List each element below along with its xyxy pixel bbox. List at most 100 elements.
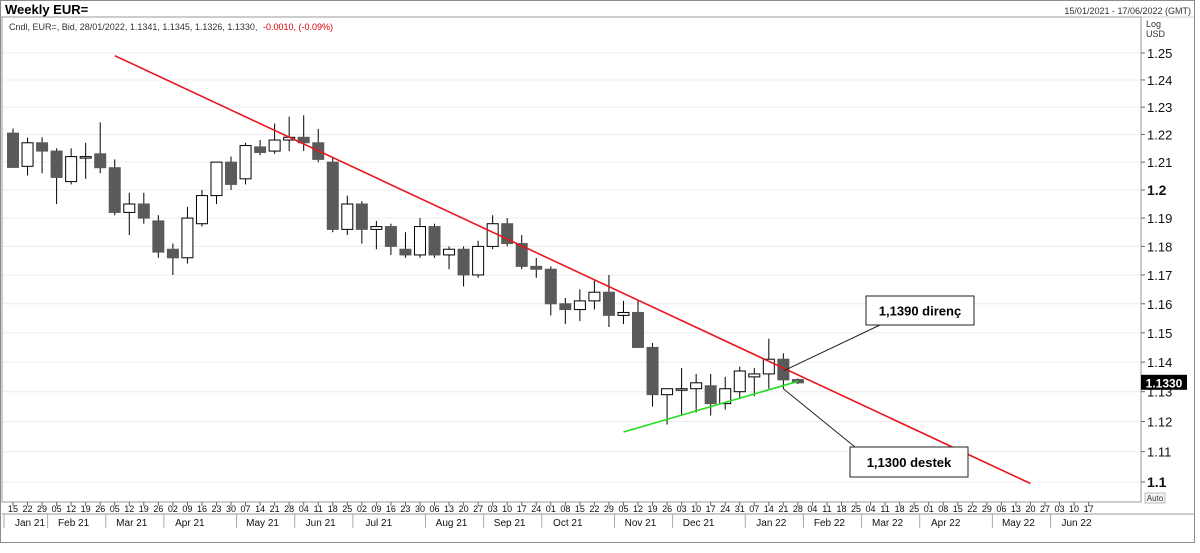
x-day-label: 09 [182,504,192,514]
candle [428,223,441,258]
candle-body [50,150,63,178]
resistance-callout: 1,1390 direnç [783,295,975,372]
candle [632,300,645,348]
x-day-label: 05 [110,504,120,514]
candle-body [21,142,34,167]
x-day-label: 05 [618,504,628,514]
y-tick-label: 1.22 [1147,128,1172,143]
candle [399,232,412,258]
candle [123,192,136,236]
candle-body [719,388,732,405]
x-day-label: 20 [459,504,469,514]
candle [239,142,252,185]
candle-body [515,243,528,267]
x-day-label: 06 [996,504,1006,514]
candle [94,122,107,174]
x-month-label: Apr 22 [931,518,961,529]
x-day-label: 10 [1069,504,1079,514]
x-day-label: 12 [66,504,76,514]
candle [297,115,310,152]
candle [210,161,223,205]
x-day-label: 12 [633,504,643,514]
ohlc-values: Cndl, EUR=, Bid, 28/01/2022, 1.1341, 1.1… [9,22,257,32]
y-tick-label: 1.21 [1147,155,1172,170]
candles [7,115,804,425]
x-day-label: 26 [95,504,105,514]
x-month-label: Jul 21 [365,518,392,529]
candle-body [195,195,208,225]
auto-scale-button[interactable]: Auto [1144,492,1166,504]
x-month-label: Jun 22 [1062,518,1092,529]
candle-body [530,265,543,270]
candle [617,300,630,325]
candle [704,373,717,416]
candle [36,137,49,174]
candle [384,223,397,255]
x-month-label: Feb 21 [58,518,90,529]
x-day-label: 29 [37,504,47,514]
x-day-label: 10 [502,504,512,514]
candle [50,148,63,205]
candle-body [123,203,136,213]
x-day-label: 09 [371,504,381,514]
candle-body [181,217,194,259]
candle-body [777,358,790,381]
candle-body [254,146,267,153]
x-day-label: 03 [488,504,498,514]
candle [559,297,572,325]
x-day-label: 17 [517,504,527,514]
candle-body [137,203,150,219]
candle-body [108,167,121,213]
candle-body [239,145,252,180]
candle-body [646,346,659,396]
candle [21,137,34,176]
callout-text: 1,1390 direnç [879,304,961,319]
candle-body [428,226,441,256]
callout-leader [783,388,856,448]
x-month-label: May 22 [1002,518,1035,529]
x-day-label: 24 [531,504,541,514]
y-scale-label: Log [1146,19,1161,29]
x-month-label: Feb 22 [814,518,846,529]
candle-body [748,373,761,378]
x-day-label: 25 [851,504,861,514]
auto-button-bg[interactable] [1144,492,1166,504]
candle-body [675,388,688,391]
candle [646,343,659,407]
x-day-label: 23 [211,504,221,514]
callout-leader [783,324,881,372]
candle-body [559,303,572,311]
candle-body [210,161,223,197]
x-day-label: 11 [314,504,323,514]
candle-body [617,311,630,316]
x-month-label: Oct 21 [553,518,583,529]
x-day-label: 01 [546,504,556,514]
candle-body [79,156,92,159]
candle [7,128,19,168]
candle [690,373,703,413]
candle [166,243,179,275]
x-day-label: 02 [357,504,367,514]
y-tick-label: 1.14 [1147,355,1172,370]
x-axis: 15 22 29 05 12 19 26 05 12 19 26 02 09 16 23 30 07 14 21 28… [3,502,1094,529]
x-day-label: 30 [415,504,425,514]
y-tick-label: 1.19 [1147,211,1172,226]
x-day-label: 25 [342,504,352,514]
x-day-label: 03 [677,504,687,514]
last-price-tag: 1.1330 [1141,374,1187,390]
x-day-label: 29 [982,504,992,514]
callout-box [849,446,969,478]
x-day-label: 28 [284,504,294,514]
auto-button-label[interactable]: Auto [1147,494,1164,503]
x-day-label: 19 [81,504,91,514]
x-day-label: 03 [1055,504,1065,514]
candle-body [413,226,426,256]
x-day-label: 18 [836,504,846,514]
chart-title: Weekly EUR= [5,2,89,17]
support-trendline [623,380,799,433]
candle-body [36,142,49,152]
x-day-label: 25 [909,504,919,514]
x-day-label: 19 [139,504,149,514]
x-day-label: 17 [1084,504,1094,514]
